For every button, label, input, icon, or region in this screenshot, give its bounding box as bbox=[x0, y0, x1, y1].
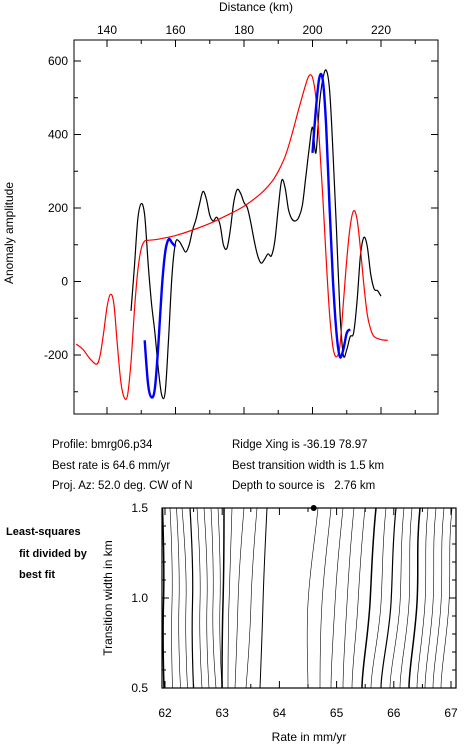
contour-right-4 bbox=[351, 507, 366, 689]
contour-right-13 bbox=[432, 507, 445, 689]
best-rate-text: Best rate is 64.6 mm/yr bbox=[52, 460, 170, 472]
x-tick-label: 140 bbox=[97, 23, 117, 37]
anomaly-series-2 bbox=[143, 237, 177, 399]
side-label-line-3: best fit bbox=[19, 569, 55, 581]
anomaly-ticks: 140 160 180 200 220 -200 0 200 400 600 bbox=[44, 23, 438, 414]
contour-right-9 bbox=[399, 507, 413, 689]
contour-left-12 bbox=[245, 507, 258, 689]
ridge-xing-text: Ridge Xing is -36.19 78.97 bbox=[232, 439, 368, 451]
contour-right-14 bbox=[440, 507, 453, 689]
anomaly-plot: 140 160 180 200 220 -200 0 200 400 600 Distance (… bbox=[2, 0, 439, 415]
proj-az-text: Proj. Az: 52.0 deg. CW of N bbox=[52, 480, 193, 492]
contour-right-0 bbox=[306, 507, 319, 689]
contour-right-2 bbox=[330, 507, 344, 689]
contour-right-11 bbox=[416, 507, 429, 689]
info-block: Profile: bmrg06.p34 Best rate is 64.6 mm… bbox=[52, 439, 384, 492]
anomaly-series-3 bbox=[311, 72, 352, 359]
width-tick-label: 0.5 bbox=[131, 681, 148, 695]
depth-text: Depth to source is 2.76 km bbox=[232, 480, 375, 492]
contour-left-3 bbox=[181, 507, 188, 689]
rate-tick-label: 67 bbox=[444, 706, 458, 720]
rate-tick-label: 62 bbox=[158, 706, 172, 720]
side-label: Least-squares fit divided by best fit bbox=[6, 526, 88, 581]
contour-left-11 bbox=[234, 507, 245, 689]
contour-plot: 62 63 64 65 66 67 0.5 1.0 1.5 Rate in mm/yr Tran… bbox=[101, 501, 458, 744]
rate-tick-label: 66 bbox=[387, 706, 401, 720]
contour-left-1 bbox=[169, 507, 173, 689]
width-tick-label: 1.0 bbox=[131, 591, 148, 605]
contour-right-3 bbox=[342, 507, 355, 689]
contour-right-10 bbox=[408, 507, 421, 689]
contour-right-5 bbox=[361, 507, 377, 689]
contour-left-4 bbox=[189, 507, 195, 689]
contour-plot-frame bbox=[161, 507, 457, 689]
contour-right-1 bbox=[319, 507, 332, 689]
y-tick-label: 0 bbox=[61, 275, 68, 289]
best-width-text: Best transition width is 1.5 km bbox=[232, 460, 384, 472]
rate-axis-label: Rate in mm/yr bbox=[272, 730, 347, 744]
contour-left-13 bbox=[259, 507, 268, 689]
distance-axis-label: Distance (km) bbox=[219, 0, 293, 14]
contour-ticks: 62 63 64 65 66 67 0.5 1.0 1.5 bbox=[131, 501, 458, 720]
anomaly-series bbox=[75, 69, 388, 401]
anomaly-series-0 bbox=[130, 69, 382, 400]
side-label-line-1: Least-squares bbox=[6, 526, 81, 538]
rate-tick-label: 65 bbox=[330, 706, 344, 720]
x-tick-label: 160 bbox=[165, 23, 185, 37]
y-tick-label: 200 bbox=[48, 201, 68, 215]
profile-text: Profile: bmrg06.p34 bbox=[52, 439, 153, 451]
contour-left-7 bbox=[210, 507, 217, 689]
side-label-line-2: fit divided by bbox=[19, 548, 88, 560]
anomaly-series-1 bbox=[75, 74, 388, 401]
contour-right-12 bbox=[424, 507, 437, 689]
contour-right-7 bbox=[380, 507, 397, 689]
anomaly-plot-frame bbox=[73, 39, 439, 415]
best-fit-marker bbox=[310, 505, 317, 511]
contour-lines bbox=[161, 507, 453, 689]
width-axis-label: Transition width in km bbox=[101, 540, 115, 656]
contour-left-0 bbox=[161, 507, 165, 689]
y-tick-label: 400 bbox=[48, 128, 68, 142]
amplitude-axis-label: Anomaly amplitude bbox=[2, 182, 16, 284]
rate-tick-label: 64 bbox=[273, 706, 287, 720]
x-tick-label: 200 bbox=[302, 23, 322, 37]
y-tick-label: -200 bbox=[44, 348, 68, 362]
contour-left-2 bbox=[176, 507, 181, 689]
rate-tick-label: 63 bbox=[216, 706, 230, 720]
contour-left-5 bbox=[196, 507, 203, 689]
contour-right-6 bbox=[370, 507, 387, 689]
y-tick-label: 600 bbox=[48, 54, 68, 68]
contour-left-10 bbox=[227, 507, 233, 689]
width-tick-label: 1.5 bbox=[131, 501, 148, 515]
x-tick-label: 220 bbox=[371, 23, 391, 37]
contour-left-6 bbox=[203, 507, 210, 689]
contour-right-8 bbox=[389, 507, 405, 689]
x-tick-label: 180 bbox=[234, 23, 254, 37]
contour-left-8 bbox=[217, 507, 223, 689]
contour-left-9 bbox=[221, 507, 225, 689]
